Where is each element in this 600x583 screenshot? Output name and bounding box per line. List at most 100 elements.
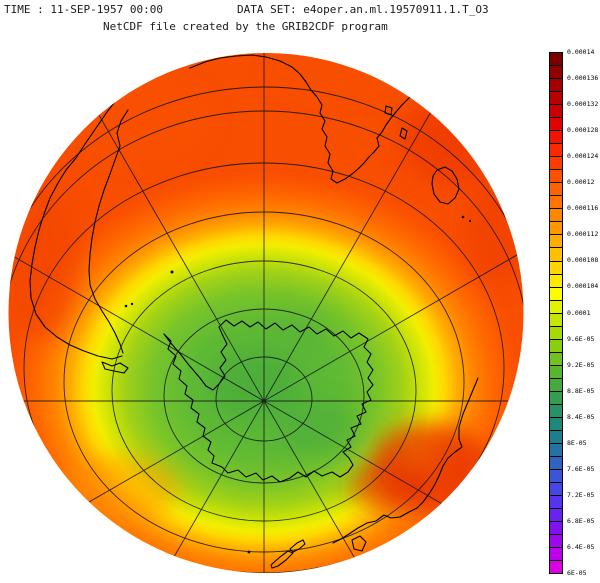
island-falkland-2: [130, 302, 134, 306]
coast-new-zealand-north: [289, 539, 306, 553]
red-patch-upper-left: [70, 80, 210, 160]
colorbar-tick-label: 0.000112: [567, 230, 599, 239]
colorbar-cell: [550, 352, 562, 365]
colorbar-tick-label: 7.6E-05: [567, 464, 595, 473]
colorbar-cell: [550, 118, 562, 131]
colorbar-tick-label: 0.000132: [567, 100, 599, 109]
colorbar-cell: [550, 391, 562, 404]
colorbar-tick-label: 6.8E-05: [567, 516, 595, 525]
colorbar-cell: [550, 79, 562, 92]
colorbar-cell: [550, 522, 562, 535]
lake-africa-2: [399, 127, 408, 140]
colorbar-tick-label: 0.00014: [567, 48, 595, 56]
island-indian-ocean-2: [468, 219, 472, 223]
colorbar-cell: [550, 470, 562, 483]
meridian-line: [8, 185, 265, 402]
colorbar-tick-label: 0.00012: [567, 178, 595, 187]
coast-south-america-west: [29, 79, 134, 360]
red-patch-left-edge: [8, 180, 78, 340]
colorbar-cell: [550, 274, 562, 287]
colorbar-cell: [550, 170, 562, 183]
colorbar-cell: [550, 456, 562, 469]
colorbar-cell: [550, 209, 562, 222]
colorbar-cell: [550, 235, 562, 248]
colorbar-cell: [550, 157, 562, 170]
colorbar-tick-label: 0.0001: [567, 308, 591, 317]
island-falkland-1: [124, 304, 128, 308]
colorbar-cell: [550, 131, 562, 144]
colorbar-cell: [550, 313, 562, 326]
lake-africa-1: [384, 105, 393, 116]
coast-south-america-east: [88, 109, 129, 354]
colorbar-cell: [550, 365, 562, 378]
island-near-nz: [247, 550, 251, 554]
colorbar-tick-label: 8.4E-05: [567, 412, 595, 421]
colorbar-cell: [550, 105, 562, 118]
colorbar-cell: [550, 509, 562, 522]
colorbar-tick-label: 0.000124: [567, 152, 599, 161]
colorbar-cell: [550, 483, 562, 496]
dataset-label: DATA SET: e4oper.an.ml.19570911.1.T_O3: [237, 3, 489, 16]
coastlines: [29, 54, 479, 569]
green-core-pole-2: [280, 402, 360, 458]
red-patch-top-right: [400, 95, 510, 185]
meridian-line: [263, 400, 480, 573]
colorbar-cell: [550, 535, 562, 548]
colorbar-tick-label: 8E-05: [567, 438, 587, 447]
colorbar-cell: [550, 261, 562, 274]
colorbar-tick-label: 0.000104: [567, 282, 599, 291]
plot-subtitle: NetCDF file created by the GRIB2CDF prog…: [103, 20, 388, 33]
small-islands: [124, 215, 472, 554]
red-band-top: [270, 57, 430, 93]
time-label: TIME : 11-SEP-1957 00:00: [4, 3, 163, 16]
colorbar-cell: [550, 339, 562, 352]
colorbar-cell: [550, 196, 562, 209]
colorbar-tick-label: 0.000136: [567, 74, 599, 83]
coast-madagascar: [431, 166, 460, 205]
colorbar-tick-label: 6.4E-05: [567, 542, 595, 551]
colorbar-cell: [550, 92, 562, 105]
colorbar-tick-label: 7.2E-05: [567, 490, 595, 499]
coast-tasmania: [351, 535, 367, 552]
colorbar-tick-label: 9.2E-05: [567, 360, 595, 369]
colorbar-tick-label: 6E-05: [567, 569, 587, 577]
colorbar-cell: [550, 248, 562, 261]
colorbar-cell: [550, 404, 562, 417]
coast-africa: [189, 54, 441, 184]
colorbar-cell: [550, 144, 562, 157]
colorbar-cell: [550, 378, 562, 391]
colorbar-cell: [550, 417, 562, 430]
coast-tierra-del-fuego: [101, 361, 129, 374]
colorbar-cell: [550, 287, 562, 300]
colorbar-cell: [550, 326, 562, 339]
colorbar-cell: [550, 300, 562, 313]
red-core-bottom-right: [350, 462, 430, 514]
colorbar-tick-label: 0.000116: [567, 204, 599, 213]
red-patch-right: [465, 175, 524, 285]
colorbar-tick-label: 8.8E-05: [567, 386, 595, 395]
island-indian-ocean-1: [461, 215, 465, 219]
meridian-line: [48, 400, 265, 573]
colorbar-tick-label: 9.6E-05: [567, 334, 595, 343]
orange-patch-lower-left: [60, 455, 180, 525]
colorbar-cell: [550, 561, 562, 574]
coast-australia: [332, 377, 479, 544]
colorbar-cell: [550, 53, 562, 66]
parallel-20s: [8, 86, 524, 573]
colorbar-tick-label: 0.000128: [567, 126, 599, 135]
colorbar-cell: [550, 443, 562, 456]
colorbar-cell: [550, 222, 562, 235]
green-core-pole-3: [270, 308, 330, 352]
colorbar-cell: [550, 548, 562, 561]
colorbar-cell: [550, 430, 562, 443]
colorbar-cell: [550, 66, 562, 79]
colorbar-cell: [550, 496, 562, 509]
colorbar: [549, 52, 563, 574]
coast-antarctica: [163, 319, 374, 483]
coast-new-zealand-south: [270, 550, 294, 569]
island-south-georgia: [170, 270, 174, 274]
colorbar-tick-label: 0.000108: [567, 256, 599, 265]
colorbar-cell: [550, 183, 562, 196]
